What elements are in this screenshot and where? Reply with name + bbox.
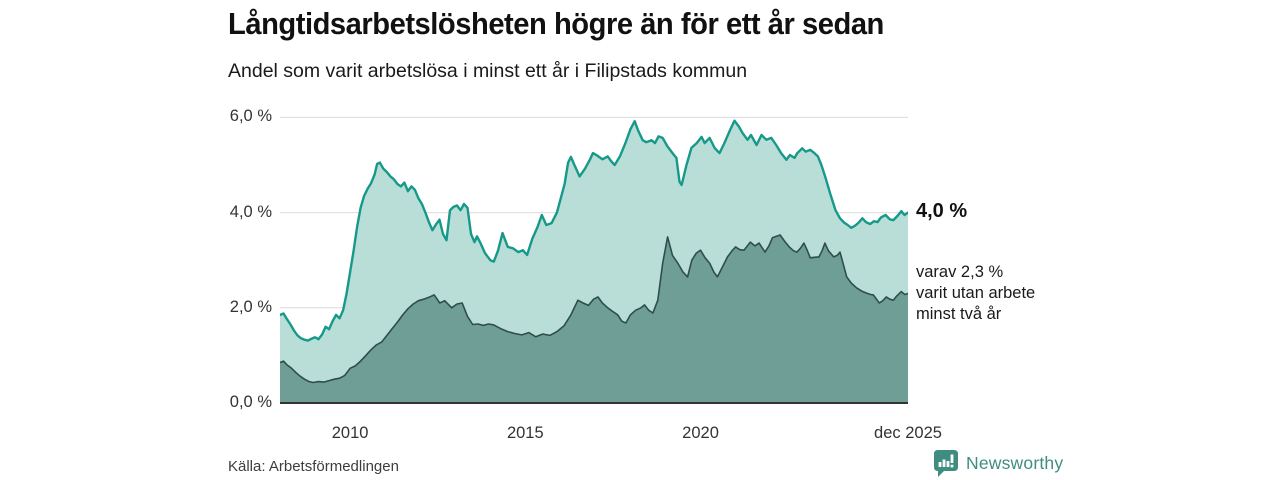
newsworthy-logo-icon: [934, 450, 958, 477]
x-tick-label: 2010: [331, 424, 369, 442]
brand: Newsworthy: [934, 450, 1063, 477]
chart-svg: [280, 116, 908, 404]
secondary-note: varav 2,3 % varit utan arbete minst två …: [916, 263, 1036, 323]
brand-name: Newsworthy: [966, 453, 1064, 473]
y-tick-label: 2,0 %: [229, 297, 272, 316]
y-tick-label: 6,0 %: [229, 107, 272, 126]
x-tick-label: dec 2025: [874, 424, 942, 442]
chart-subtitle: Andel som varit arbetslösa i minst ett å…: [228, 60, 748, 82]
source-note: Källa: Arbetsförmedlingen: [228, 458, 399, 475]
chart-title: Långtidsarbetslösheten högre än för ett …: [228, 6, 884, 41]
x-tick-label: 2015: [506, 424, 544, 442]
y-tick-label: 4,0 %: [229, 202, 272, 221]
x-tick-label: 2020: [682, 424, 719, 442]
y-tick-label: 0,0 %: [229, 393, 272, 411]
end-value-label: 4,0 %: [916, 200, 968, 222]
